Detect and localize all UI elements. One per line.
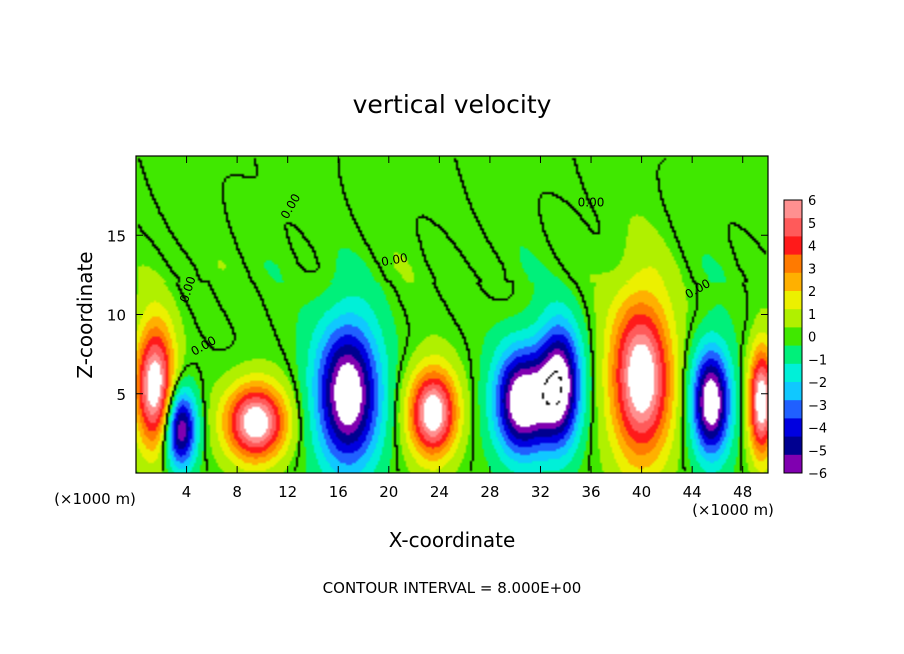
colorbar-segment	[784, 309, 802, 328]
colorbar-label: 4	[808, 240, 816, 255]
colorbar-label: 5	[808, 217, 816, 232]
x-tick-label: 16	[329, 483, 348, 501]
colorbar-label: 3	[808, 262, 816, 277]
x-tick-label: 8	[232, 483, 242, 501]
x-tick-label: 20	[379, 483, 398, 501]
colorbar-label: −4	[808, 422, 827, 437]
x-tick-label: 44	[683, 483, 702, 501]
colorbar-label: −5	[808, 444, 827, 459]
x-tick-label: 24	[430, 483, 449, 501]
x-axis-label: X-coordinate	[389, 528, 516, 552]
colorbar-segment	[784, 382, 802, 401]
colorbar-label: −6	[808, 467, 827, 482]
y-tick-label: 10	[107, 307, 126, 325]
x-tick-label: 32	[531, 483, 550, 501]
x-unit-label: (×1000 m)	[54, 490, 136, 508]
colorbar-segment	[784, 436, 802, 456]
colorbar-label: 2	[808, 285, 816, 300]
x-tick-label: 48	[733, 483, 752, 501]
x-unit-label-secondary: (×1000 m)	[692, 501, 774, 519]
colorbar-segment	[784, 291, 802, 310]
colorbar-segment	[784, 327, 802, 347]
x-tick-label: 28	[480, 483, 499, 501]
colorbar-label: −3	[808, 399, 827, 414]
colorbar-segment	[784, 218, 802, 237]
colorbar-label: −2	[808, 376, 827, 391]
x-tick-label: 12	[278, 483, 297, 501]
plot-area: 0.000.000.000.000.000.00	[135, 155, 769, 474]
colorbar-segment	[784, 272, 802, 292]
contour-interval-note: CONTOUR INTERVAL = 8.000E+00	[323, 579, 582, 597]
colorbar-segment	[784, 345, 802, 365]
y-axis-label: Z-coordinate	[73, 251, 97, 378]
chart-title: vertical velocity	[353, 90, 552, 119]
velocity-field	[136, 156, 768, 473]
x-tick-label: 36	[581, 483, 600, 501]
colorbar-frame	[783, 199, 803, 474]
y-tick-label: 5	[116, 386, 126, 404]
x-axis: 4 8 12 16 20 24 28 32 36 40 44 48	[182, 156, 752, 501]
colorbar-segment	[784, 418, 802, 438]
colorbar-segment	[784, 200, 802, 219]
colorbar-segment	[784, 236, 802, 256]
colorbar-label: −1	[808, 353, 827, 368]
x-tick-label: 40	[632, 483, 651, 501]
colorbar-segment	[784, 254, 802, 274]
colorbar-segment	[784, 400, 802, 419]
y-tick-label: 15	[107, 227, 126, 245]
colorbar-segment	[784, 363, 802, 383]
colorbar-label: 1	[808, 308, 816, 323]
colorbar-label: 0	[808, 331, 816, 346]
colorbar-label: 6	[808, 194, 816, 209]
colorbar: 6 5 4 3 2 1 0 −1 −2 −3 −4 −5 −6	[783, 194, 827, 482]
contour-label: 0.00	[578, 196, 605, 210]
x-tick-label: 4	[182, 483, 192, 501]
y-axis: 5 10 15	[107, 227, 768, 404]
contour-label: 0.00	[380, 251, 409, 269]
colorbar-segment	[784, 454, 802, 474]
